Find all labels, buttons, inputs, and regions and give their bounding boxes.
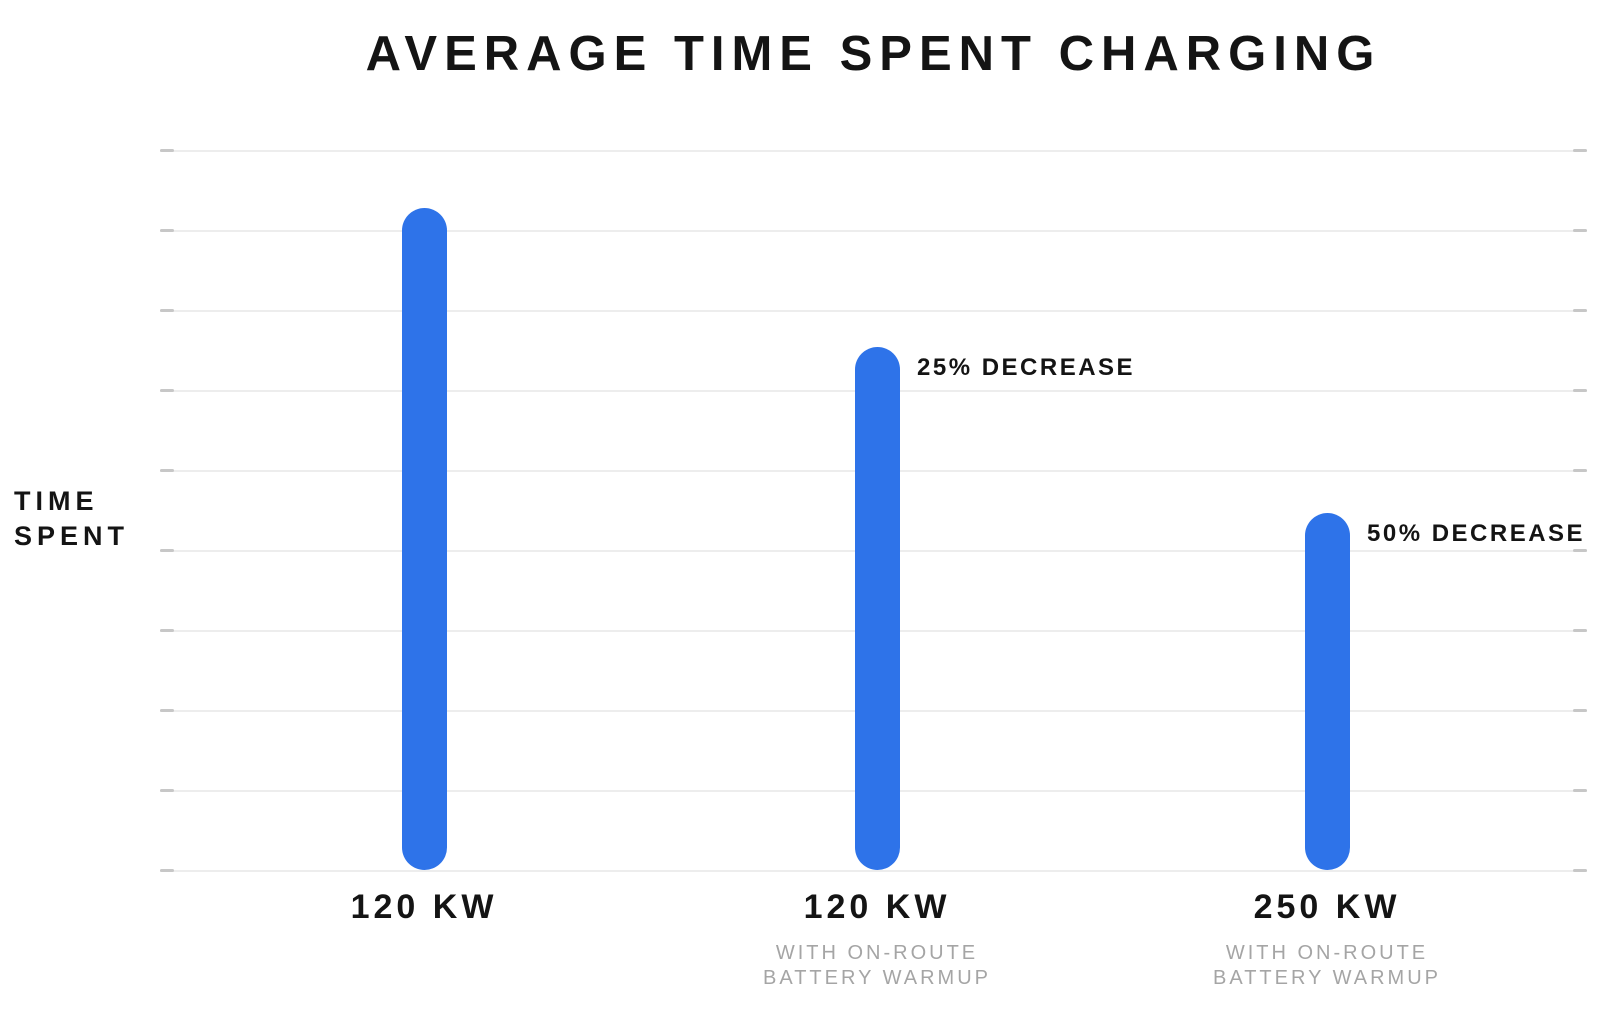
bar-sub-label-line: BATTERY WARMUP	[763, 967, 991, 989]
grid-tick-right	[1573, 149, 1587, 152]
y-axis-label-line-2: SPENT	[14, 521, 130, 551]
grid-tick-left	[160, 229, 174, 232]
grid-tick-right	[1573, 549, 1587, 552]
gridline-rule	[160, 310, 1587, 312]
grid-tick-right	[1573, 709, 1587, 712]
gridline-rule	[160, 870, 1587, 872]
grid-tick-right	[1573, 309, 1587, 312]
y-axis-label-line-1: TIME	[14, 486, 99, 516]
grid-tick-right	[1573, 629, 1587, 632]
grid-tick-right	[1573, 789, 1587, 792]
grid-tick-left	[160, 389, 174, 392]
bar-label-2: 120 KW	[803, 888, 951, 926]
grid-tick-right	[1573, 229, 1587, 232]
grid-tick-right	[1573, 869, 1587, 872]
bar-annotation-3: 50% DECREASE	[1367, 520, 1586, 547]
grid-tick-left	[160, 709, 174, 712]
bar-sub-label-line: WITH ON-ROUTE	[1225, 942, 1429, 964]
grid-tick-left	[160, 149, 174, 152]
bar-2	[854, 347, 900, 870]
bar-label-1: 120 KW	[350, 888, 498, 926]
bar-sub-label-3: WITH ON-ROUTE BATTERY WARMUP	[1213, 941, 1441, 991]
gridline	[160, 229, 1587, 232]
bar-sub-label-line: BATTERY WARMUP	[1213, 967, 1441, 989]
y-axis-label: TIME SPENT	[14, 484, 129, 554]
grid-tick-left	[160, 549, 174, 552]
gridline-rule	[160, 150, 1587, 152]
bar-sub-label-2: WITH ON-ROUTE BATTERY WARMUP	[763, 941, 991, 991]
plot-area	[160, 149, 1587, 872]
bar-annotation-2: 25% DECREASE	[917, 354, 1136, 381]
bar-sub-label-line: WITH ON-ROUTE	[775, 942, 979, 964]
x-axis-line	[160, 869, 1587, 872]
bar-label-3: 250 KW	[1253, 888, 1401, 926]
grid-tick-left	[160, 629, 174, 632]
grid-tick-left	[160, 469, 174, 472]
grid-tick-left	[160, 869, 174, 872]
grid-tick-left	[160, 789, 174, 792]
bar-1	[401, 208, 447, 870]
grid-tick-right	[1573, 389, 1587, 392]
grid-tick-right	[1573, 469, 1587, 472]
grid-tick-left	[160, 309, 174, 312]
bar-3	[1304, 513, 1350, 870]
gridline-rule	[160, 230, 1587, 232]
gridline	[160, 149, 1587, 152]
chart-title: AVERAGE TIME SPENT CHARGING	[365, 27, 1382, 81]
gridline	[160, 309, 1587, 312]
